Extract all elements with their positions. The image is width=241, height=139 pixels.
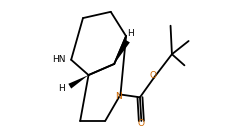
Text: H: H (58, 85, 64, 93)
Text: O: O (137, 119, 144, 127)
Polygon shape (114, 40, 130, 64)
Text: O: O (150, 71, 157, 80)
Text: H: H (127, 29, 134, 38)
Text: HN: HN (52, 55, 65, 64)
Text: N: N (115, 92, 122, 101)
Polygon shape (68, 75, 88, 89)
